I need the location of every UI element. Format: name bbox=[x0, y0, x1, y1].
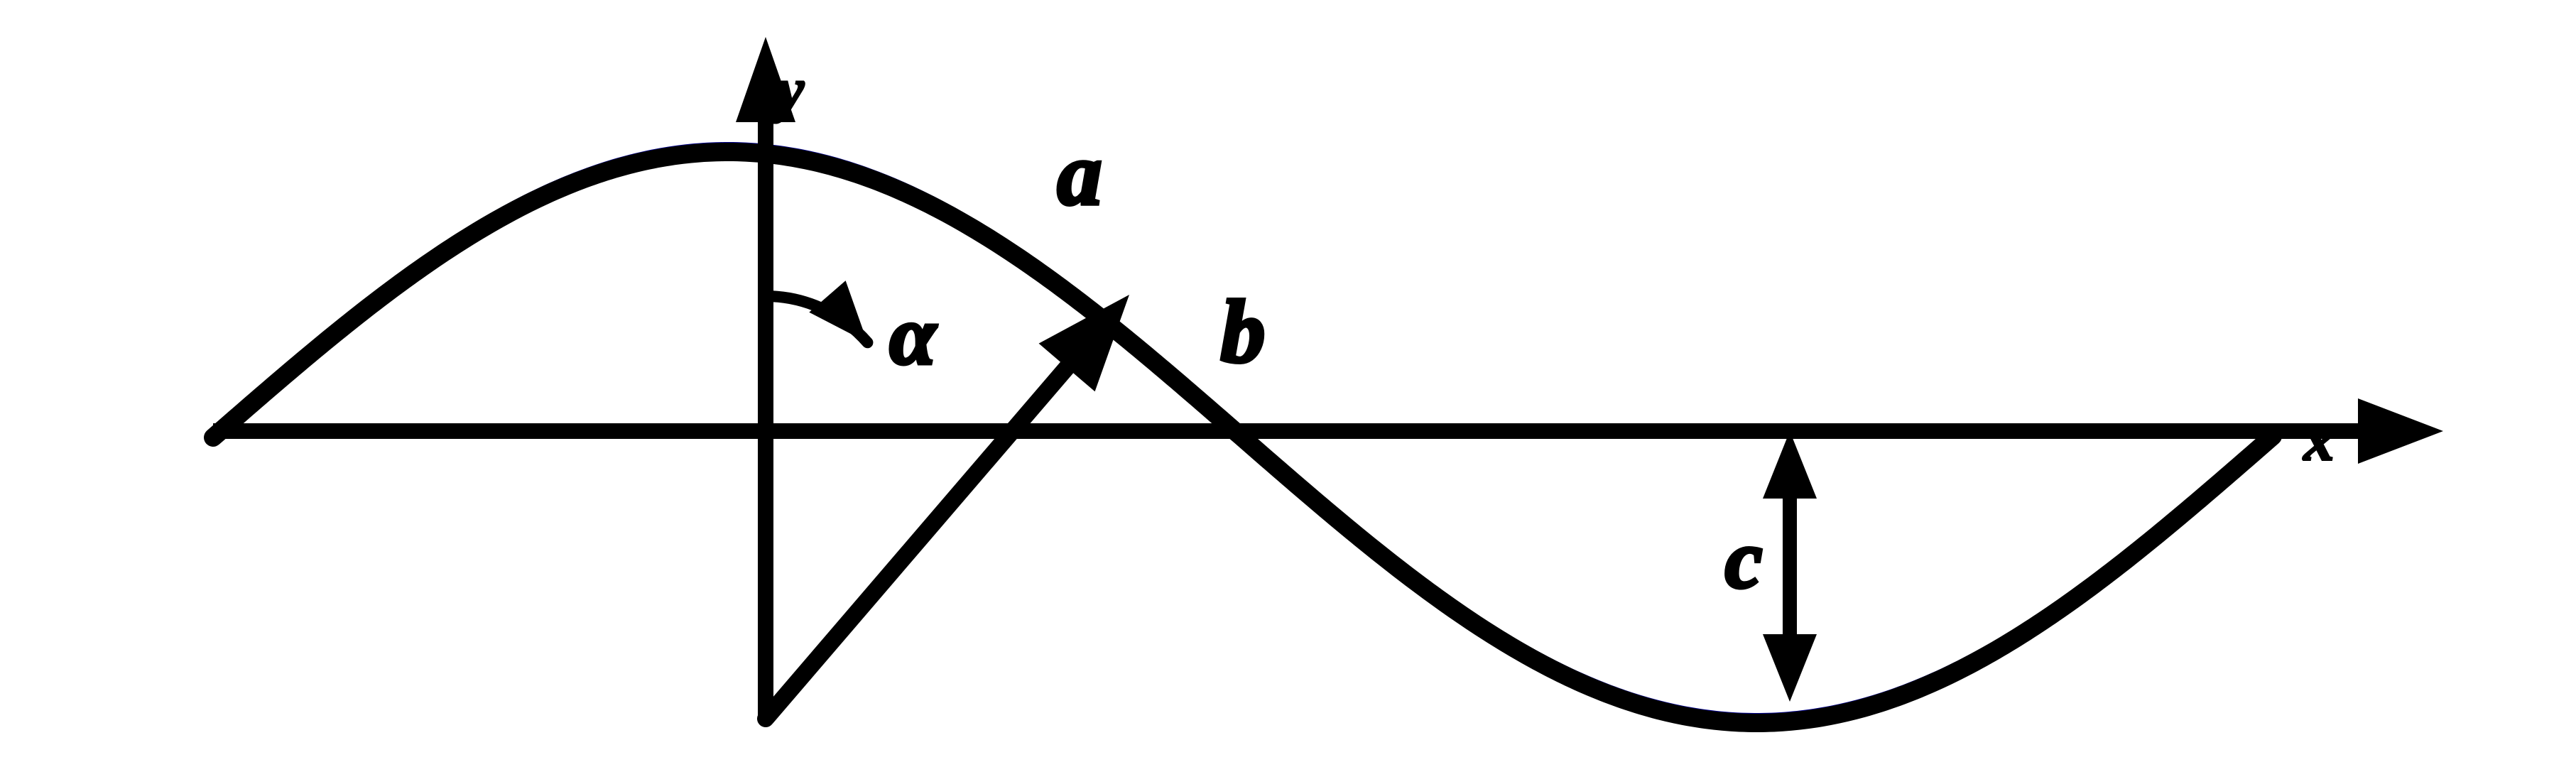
depth-measure-arrowhead-up bbox=[1763, 431, 1817, 499]
amplitude-label-a: a bbox=[1058, 125, 1102, 224]
phasor-vector-arrowhead bbox=[1038, 295, 1129, 392]
x-axis-label: x bbox=[2303, 406, 2335, 474]
horizontal-axis-arrowhead bbox=[2358, 398, 2443, 464]
labels-group: α a b c x y bbox=[769, 54, 2335, 607]
angle-arc-arrowhead bbox=[809, 281, 868, 343]
projection-label-b: b bbox=[1221, 283, 1266, 381]
phasor-vector-group bbox=[757, 295, 1129, 727]
depth-measure-arrowhead-down bbox=[1763, 634, 1817, 702]
axes-group bbox=[213, 37, 2443, 719]
phasor-vector-shaft bbox=[757, 324, 1106, 727]
vertical-axis-arrowhead bbox=[736, 37, 795, 122]
depth-measure-group bbox=[1763, 431, 1817, 702]
depth-label-c: c bbox=[1725, 513, 1762, 606]
angle-label-alpha: α bbox=[889, 289, 937, 382]
angle-arc-group bbox=[760, 281, 874, 349]
